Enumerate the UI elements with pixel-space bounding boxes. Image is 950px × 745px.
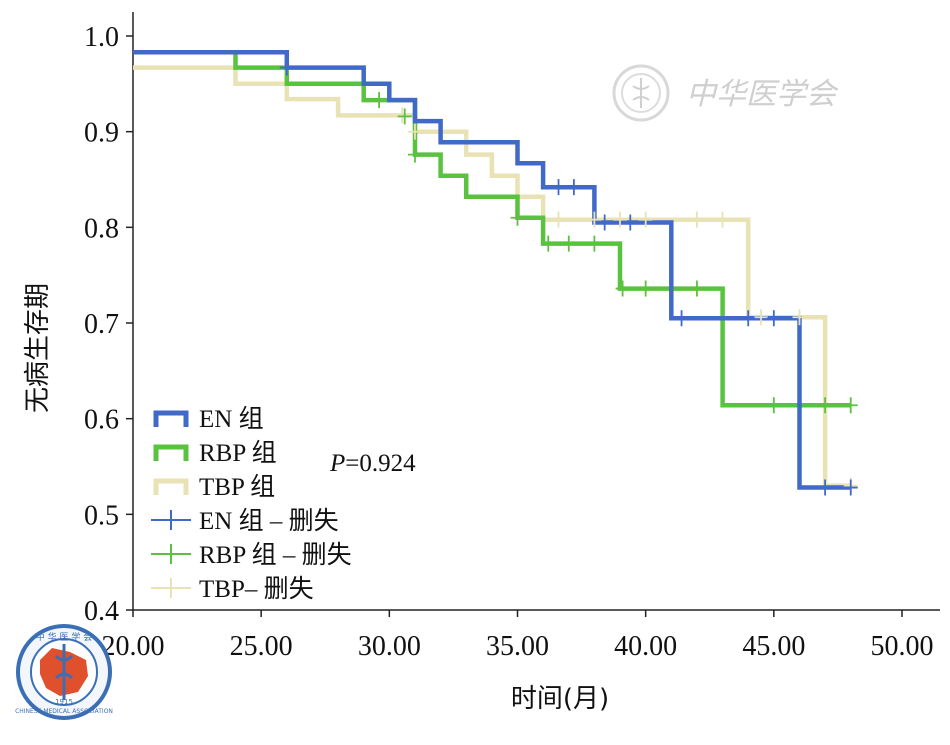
censor-mark [638,211,653,228]
legend-censor-swatch [151,578,191,598]
legend-item: EN 组 [153,405,264,433]
censor-mark [395,107,410,124]
legend-swatch [153,444,189,461]
censor-mark [510,209,525,226]
censor-mark [715,211,730,228]
p-value-text: =0.924 [345,450,416,477]
censor-mark [623,214,638,231]
legend-item: TBP 组 [153,473,275,501]
censor-mark [541,235,556,252]
censor-mark [674,310,689,327]
legend-label: TBP 组 [199,473,275,501]
y-tick-label: 0.9 [84,118,119,149]
legend-item: TBP– 删失 [151,575,314,603]
axis-ticks: 20.00 25.00 30.00 35.00 40.00 45.00 50.00 0.4 0.… [84,22,934,662]
x-tick-label: 30.00 [358,631,421,662]
censor-mark [615,280,630,297]
legend-label: RBP 组 – 删失 [199,541,352,569]
censor-mark [397,108,412,125]
series-line-0 [133,50,851,490]
censor-mark [638,280,653,297]
series-line-1 [133,50,851,408]
legend-item: RBP 组 – 删失 [151,541,352,569]
censor-mark [407,146,422,163]
y-axis-title: 无病生存期 [23,283,53,413]
censor-mark [597,214,612,231]
censor-mark [766,397,781,414]
censor-mark [843,397,858,414]
censor-mark [766,310,781,327]
x-tick-label: 20.00 [102,631,165,662]
logo-top-text: 中 华 医 学 会 [36,631,92,643]
legend-item: EN 组 – 删失 [151,507,339,535]
censor-mark [279,59,294,76]
legend: EN 组 RBP 组 TBP 组 EN 组 – 删失 RBP 组 – 删失 TBP– 删失 [151,405,352,603]
y-tick-label: 0.4 [84,596,119,627]
legend-label: EN 组 [199,405,264,433]
censor-mark [741,310,756,327]
censor-mark [689,280,704,297]
censor-layer [279,59,858,496]
watermark-seal-icon [612,64,670,122]
legend-item: RBP 组 [153,439,277,467]
censor-mark [551,211,566,228]
series-line-2 [133,65,851,488]
legend-censor-swatch [151,510,191,530]
censor-mark [407,123,422,140]
logo-year-text: 1915 [55,698,73,706]
x-tick-label: 25.00 [230,631,293,662]
censor-mark [566,179,581,196]
censor-mark [754,309,769,326]
legend-censor-swatch [151,544,191,564]
y-tick-label: 0.6 [84,405,119,436]
legend-swatch [153,478,189,495]
plot-axes [132,12,940,611]
legend-label: RBP 组 [199,439,277,467]
x-tick-label: 35.00 [486,631,549,662]
censor-mark [843,479,858,496]
legend-label: TBP– 删失 [199,575,314,603]
x-tick-label: 40.00 [614,631,677,662]
censor-mark [613,211,628,228]
x-axis-title: 时间(月) [511,684,609,714]
logo-ring-text: CHINESE MEDICAL ASSOCIATION [15,708,113,715]
p-value-prefix: P [329,450,345,477]
censor-mark [587,235,602,252]
censor-mark [551,179,566,196]
y-tick-label: 0.7 [84,309,119,340]
censor-mark [818,397,833,414]
p-value-annotation: P=0.924 [329,450,416,477]
censor-mark [792,309,807,326]
legend-swatch [153,410,189,427]
legend-label: EN 组 – 删失 [199,507,339,535]
x-tick-label: 45.00 [742,631,805,662]
censor-mark [689,211,704,228]
cma-logo-icon: 中 华 医 学 会 CHINESE MEDICAL ASSOCIATION 19… [15,624,113,720]
watermark-text: 中华医学会 [686,77,839,112]
y-tick-label: 0.8 [84,213,119,244]
censor-mark [372,92,387,109]
series-layer [133,50,851,490]
censor-mark [561,235,576,252]
censor-mark [818,479,833,496]
y-tick-label: 1.0 [84,22,119,53]
censor-mark [587,211,602,228]
y-tick-label: 0.5 [84,500,119,531]
x-tick-label: 50.00 [871,631,934,662]
